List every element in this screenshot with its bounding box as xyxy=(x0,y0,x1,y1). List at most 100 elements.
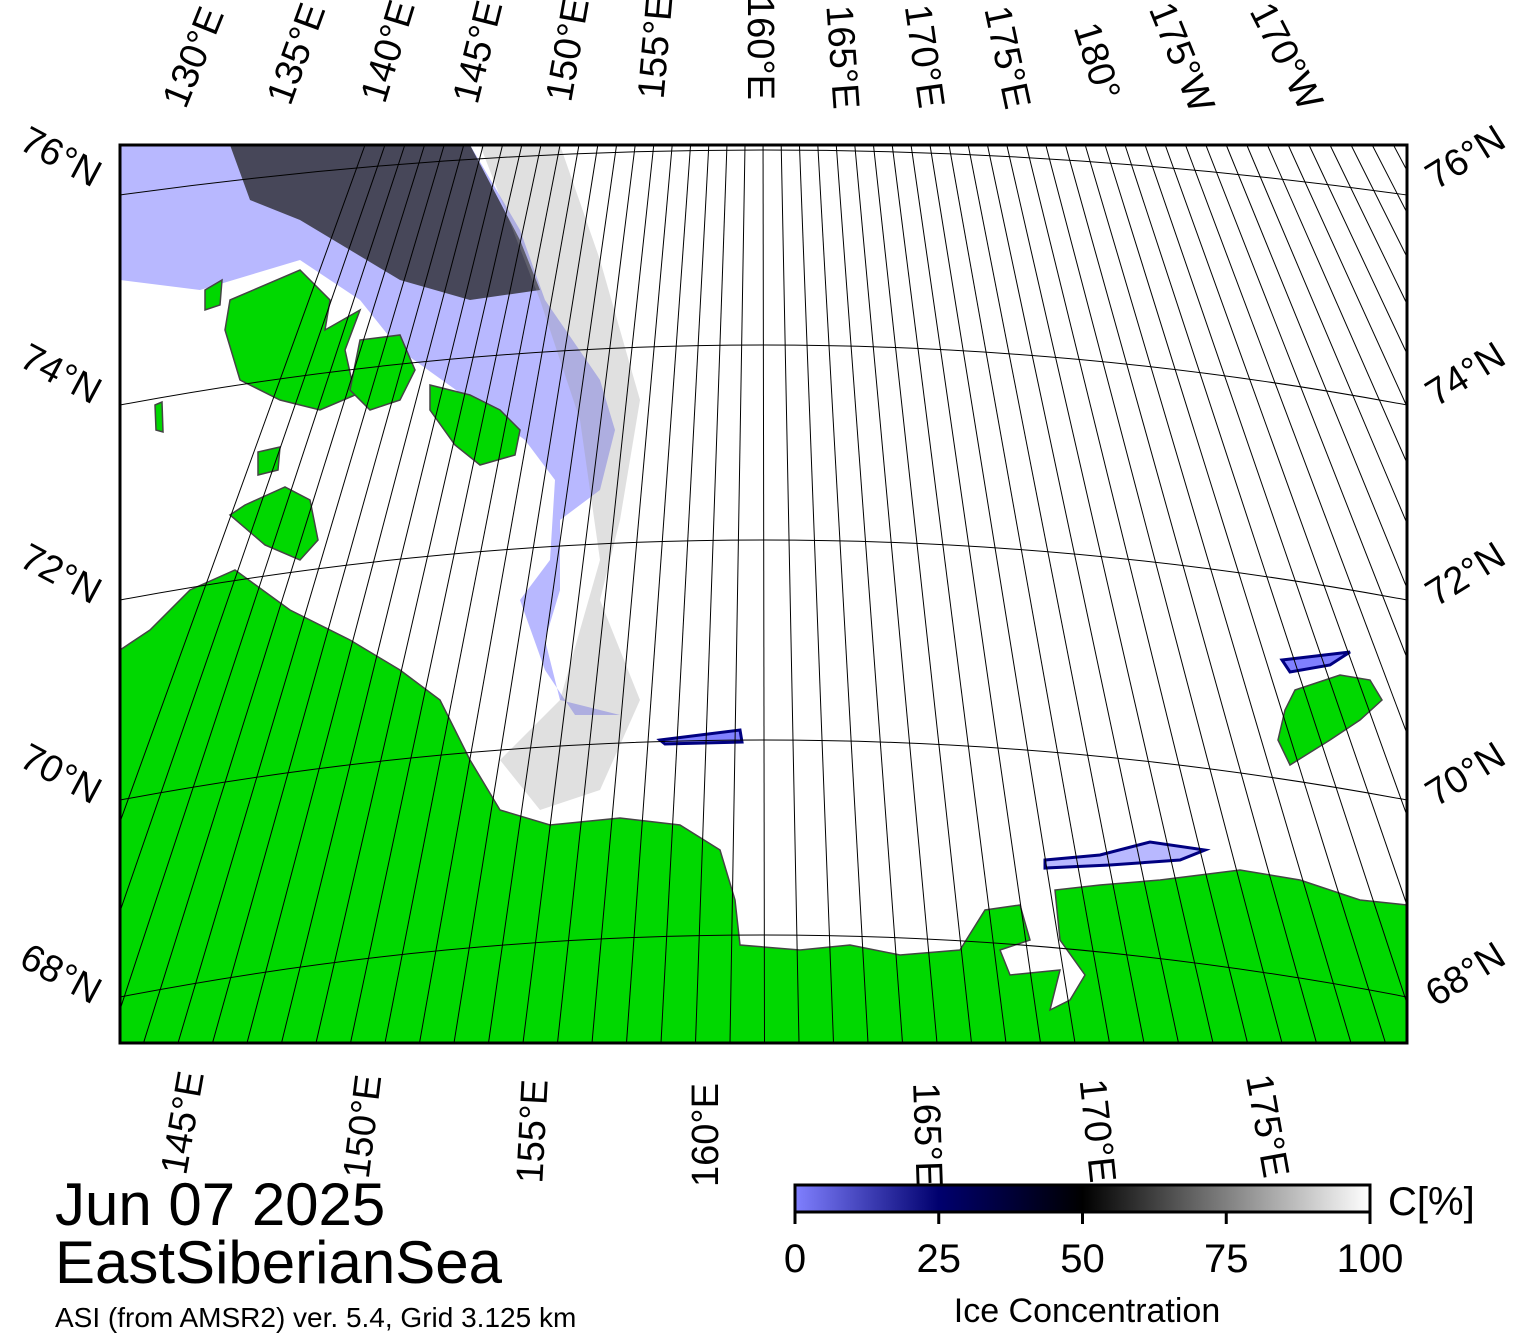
parallel xyxy=(120,739,1407,801)
coordinate-label: 74°N xyxy=(1419,335,1513,416)
coordinate-label: 155°E xyxy=(631,0,682,101)
colorbar-tick-label: 50 xyxy=(1060,1237,1105,1281)
coordinate-label: 68°N xyxy=(1419,935,1513,1016)
coordinate-label: 68°N xyxy=(13,936,108,1013)
coordinate-label: 150°E xyxy=(336,1072,390,1180)
meridian xyxy=(1124,145,1407,1006)
meridian xyxy=(798,145,834,1043)
coordinate-label: 155°E xyxy=(509,1078,556,1184)
meridian xyxy=(1205,145,1407,660)
coordinate-label: 170°E xyxy=(1071,1077,1124,1185)
meridian xyxy=(1266,145,1407,465)
meridian xyxy=(1308,145,1407,355)
coordinate-label: 72°N xyxy=(13,536,108,613)
coordinate-label: 160°E xyxy=(739,0,781,100)
coordinate-label: 170°E xyxy=(896,2,952,111)
map-area xyxy=(120,145,1407,1043)
meridian xyxy=(910,145,1041,1043)
meridian xyxy=(143,145,426,1043)
coordinate-label: 165°E xyxy=(817,4,866,111)
colorbar-tick-label: 0 xyxy=(784,1237,806,1281)
coordinate-label: 70°N xyxy=(1419,735,1513,816)
coordinate-label: 130°E xyxy=(155,1,233,113)
coordinate-label: 175°E xyxy=(975,2,1038,112)
meridian xyxy=(967,145,1145,1043)
meridian xyxy=(591,145,673,1043)
coordinate-label: 76°N xyxy=(1419,118,1513,199)
meridian xyxy=(762,145,765,1043)
island xyxy=(154,400,164,434)
colorbar: C[%] Ice Concentration 0 25 50 75 100 xyxy=(784,1180,1475,1330)
coordinate-label: 72°N xyxy=(1419,535,1513,616)
parallel xyxy=(120,539,1407,601)
mainland xyxy=(120,569,1407,1043)
meridian xyxy=(986,145,1179,1043)
parallel xyxy=(120,344,1407,406)
meridian xyxy=(891,145,1007,1043)
meridian xyxy=(120,145,366,824)
colorbar-tick-label: 25 xyxy=(917,1237,962,1281)
coordinate-label: 76°N xyxy=(13,119,108,196)
meridian xyxy=(315,145,523,1043)
coordinate-label: 175°W xyxy=(1140,0,1222,119)
ice-patch xyxy=(1279,650,1351,674)
meridian xyxy=(177,145,445,1043)
meridian xyxy=(1246,145,1407,525)
meridian xyxy=(246,145,484,1043)
colorbar-ramp xyxy=(793,1183,1372,1214)
meridian xyxy=(1164,145,1407,818)
meridian xyxy=(1104,145,1386,1043)
meridian xyxy=(120,145,406,1012)
meridian xyxy=(817,145,869,1043)
meridian xyxy=(557,145,655,1043)
meridian xyxy=(854,145,938,1043)
coordinate-label: 74°N xyxy=(13,336,108,413)
coordinate-label: 140°E xyxy=(353,0,424,107)
meridian xyxy=(929,145,1076,1043)
meridian xyxy=(1025,145,1248,1043)
coordinate-label: 70°N xyxy=(13,736,108,813)
meridian xyxy=(1045,145,1283,1043)
meridian xyxy=(872,145,972,1043)
colorbar-title: Ice Concentration xyxy=(954,1292,1221,1330)
meridian xyxy=(1144,145,1407,907)
meridian xyxy=(384,145,561,1043)
meridian xyxy=(729,145,746,1043)
coordinate-label: 150°E xyxy=(538,0,597,105)
colorbar-tick-label: 75 xyxy=(1204,1237,1249,1281)
meridian xyxy=(1006,145,1214,1043)
meridian xyxy=(522,145,636,1043)
island xyxy=(429,384,521,466)
graticule xyxy=(120,145,1407,1043)
meridian xyxy=(948,145,1110,1043)
meridian xyxy=(1287,145,1407,408)
coordinate-label: 135°E xyxy=(259,0,334,110)
meridian xyxy=(835,145,903,1043)
coordinate-label: 170°W xyxy=(1241,0,1330,117)
region: EastSiberianSea xyxy=(55,1229,503,1296)
parallel xyxy=(120,934,1407,998)
coordinate-label: 175°E xyxy=(1237,1071,1296,1181)
meridian xyxy=(212,145,465,1043)
coordinate-label: 145°E xyxy=(445,0,511,108)
island xyxy=(204,278,223,312)
meridian xyxy=(1225,145,1407,590)
meridian xyxy=(1064,145,1317,1043)
wrangel-island xyxy=(1277,674,1383,767)
meridian xyxy=(1184,145,1407,735)
coordinate-label: 160°E xyxy=(685,1083,727,1187)
meridian xyxy=(626,145,692,1043)
meridian xyxy=(780,145,800,1043)
meridian xyxy=(660,145,710,1043)
coordinate-label: 145°E xyxy=(153,1068,212,1178)
meridian xyxy=(695,145,728,1043)
colorbar-unit: C[%] xyxy=(1388,1180,1475,1224)
meridian xyxy=(1329,145,1407,306)
meridian xyxy=(419,145,580,1043)
coordinate-label: 165°E xyxy=(904,1082,950,1187)
meridian xyxy=(120,145,386,913)
meridian xyxy=(1084,145,1352,1043)
island xyxy=(228,486,319,561)
coordinate-label: 180° xyxy=(1065,18,1128,105)
